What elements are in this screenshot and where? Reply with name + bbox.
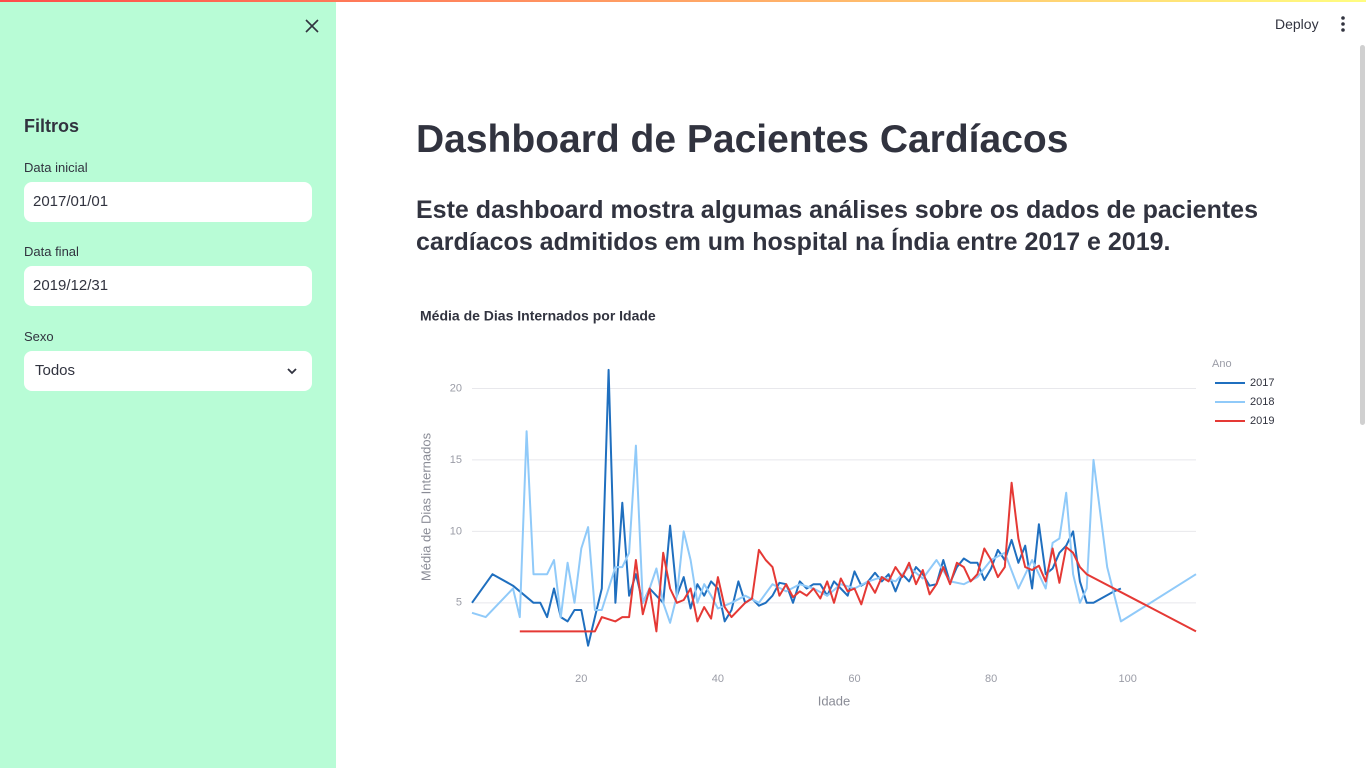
menu-button[interactable] (1336, 14, 1350, 34)
chevron-icon (287, 368, 297, 375)
legend-label: 2017 (1250, 377, 1274, 389)
field-label: Data final (24, 244, 79, 259)
deploy-button[interactable]: Deploy (1275, 16, 1319, 32)
chart: Média de Dias Internados por Idade Idade… (418, 308, 1274, 709)
field-label: Data inicial (24, 160, 88, 175)
scrollbar[interactable] (1360, 45, 1365, 425)
data-line (471, 368, 1122, 647)
x-tick-label: 60 (848, 673, 860, 685)
data-line (471, 430, 1197, 624)
y-tick-label: 20 (450, 382, 462, 394)
select-value: Todos (35, 362, 76, 379)
date-input[interactable]: 2019/12/31 (24, 266, 312, 306)
x-tick-label: 20 (575, 673, 587, 685)
page-subtitle: Este dashboard mostra algumas análises s… (416, 196, 1258, 256)
legend-title: Ano (1212, 358, 1232, 370)
y-tick-label: 5 (456, 597, 462, 609)
x-tick-label: 80 (985, 673, 997, 685)
y-tick-label: 15 (450, 454, 462, 466)
field-label: Sexo (24, 329, 54, 344)
chart-title: Média de Dias Internados por Idade (420, 308, 656, 324)
select-input[interactable]: Todos (24, 351, 312, 391)
x-axis-title: Idade (818, 693, 851, 708)
y-axis-title: Média de Dias Internados (418, 432, 433, 581)
data-line (519, 481, 1197, 633)
y-tick-label: 10 (450, 525, 462, 537)
legend-label: 2019 (1250, 415, 1274, 427)
top-decoration (0, 0, 1366, 2)
legend-label: 2018 (1250, 396, 1274, 408)
sidebar-title: Filtros (24, 116, 80, 136)
page-title: Dashboard de Pacientes Cardíacos (416, 118, 1069, 161)
x-tick-label: 100 (1119, 673, 1137, 685)
x-tick-label: 40 (712, 673, 724, 685)
date-input[interactable]: 2017/01/01 (24, 182, 312, 222)
sidebar: Filtros Data inicial 2017/01/01 Data fin… (0, 2, 336, 768)
close-sidebar-button[interactable] (302, 16, 322, 36)
